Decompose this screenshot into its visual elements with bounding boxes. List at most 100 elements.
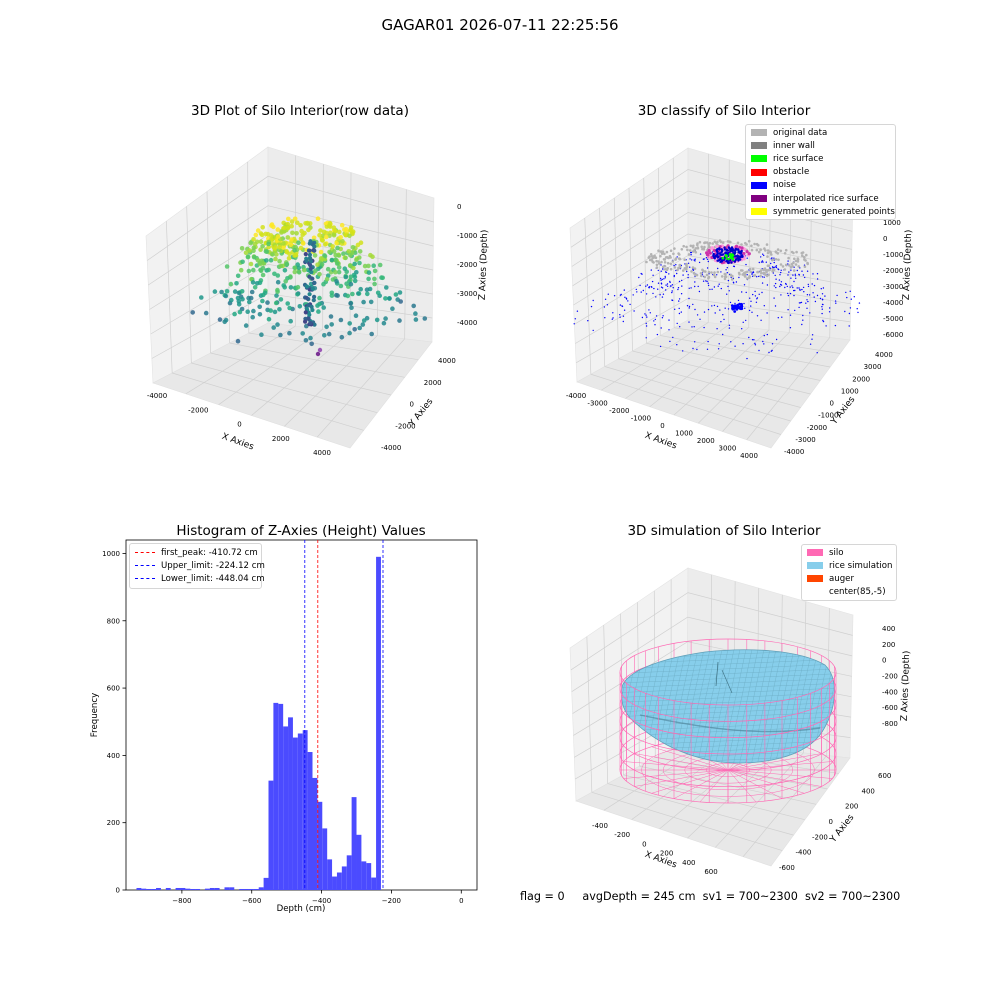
histogram-bar: [204, 888, 210, 890]
legend-entry: rice simulation: [802, 559, 896, 572]
noise-point: [792, 286, 794, 289]
flag-text: flag = 0: [520, 890, 565, 903]
original-point: [792, 251, 795, 255]
noise-point: [716, 250, 719, 254]
noise-point: [587, 320, 589, 322]
plot4-ticks: -400-20002004006006004002000-200-400-600…: [592, 625, 898, 876]
noise-point: [801, 288, 803, 291]
data-point: [365, 291, 370, 297]
histogram-title: Histogram of Z-Axies (Height) Values: [176, 523, 426, 539]
noise-point: [659, 277, 662, 280]
wall-grid-line: [572, 212, 852, 287]
noise-point: [740, 304, 744, 308]
z-tick-label: -200: [882, 673, 898, 681]
noise-point: [805, 302, 807, 304]
y-tick-label: 600: [878, 772, 891, 780]
interpolated-point: [710, 246, 714, 250]
original-point: [677, 257, 681, 260]
data-point: [352, 261, 358, 267]
noise-point: [717, 348, 720, 350]
legend-swatch: [751, 181, 767, 189]
noise-point: [660, 279, 662, 281]
original-point: [673, 266, 677, 269]
silo-floor-spoke: [634, 769, 729, 787]
data-point: [281, 229, 287, 234]
data-point: [275, 289, 280, 295]
data-point: [305, 220, 310, 226]
noise-point: [682, 274, 684, 276]
noise-point: [723, 318, 725, 321]
noise-point: [686, 270, 688, 273]
y-tick-label: 200: [107, 819, 120, 827]
data-point: [251, 237, 256, 242]
noise-point: [716, 248, 719, 251]
original-point: [700, 245, 703, 249]
data-point: [310, 276, 315, 281]
noise-point: [727, 308, 730, 310]
noise-point: [713, 257, 716, 260]
plot4-legend: silo rice simulation auger center(85,-5): [801, 544, 897, 601]
data-point: [357, 249, 363, 254]
noise-point: [754, 290, 756, 293]
noise-point: [645, 293, 648, 295]
noise-point: [734, 247, 737, 251]
floor-grid-line: [673, 329, 770, 416]
y-tick-label: -600: [779, 864, 795, 872]
original-point: [757, 270, 760, 274]
data-point: [309, 341, 315, 347]
noise-point: [798, 302, 801, 304]
noise-point: [660, 270, 662, 272]
noise-point: [726, 293, 728, 295]
noise-point: [688, 307, 690, 309]
histogram-bar: [141, 888, 147, 890]
noise-point: [771, 266, 774, 268]
original-point: [648, 258, 652, 262]
noise-point: [707, 340, 709, 343]
original-point: [783, 252, 787, 255]
plot2-zlabel: Z Axies (Depth): [902, 230, 914, 301]
data-point: [331, 249, 337, 254]
original-point: [677, 252, 680, 255]
data-point: [366, 276, 371, 282]
noise-point: [652, 292, 654, 295]
legend-label: auger: [829, 573, 854, 584]
silo-floor-spoke: [727, 761, 833, 771]
data-point: [308, 259, 313, 264]
original-point: [660, 252, 664, 255]
noise-point: [763, 334, 765, 337]
noise-point: [798, 306, 800, 309]
legend-entry: interpolated rice surface: [746, 192, 895, 205]
y-tick-label: -1000: [818, 412, 838, 420]
original-point: [762, 268, 765, 272]
noise-point: [676, 322, 678, 325]
original-point: [654, 256, 658, 260]
silo-floor-spoke: [727, 769, 805, 794]
noise-point: [807, 285, 810, 288]
noise-point: [811, 338, 813, 340]
noise-point: [728, 290, 730, 292]
original-point: [682, 244, 685, 248]
legend-label: center(85,-5): [829, 587, 886, 598]
data-point: [203, 310, 209, 316]
noise-point: [733, 282, 735, 284]
noise-point: [691, 259, 693, 261]
original-point: [682, 269, 685, 272]
data-point: [252, 285, 258, 290]
data-point: [304, 284, 310, 289]
noise-point: [661, 296, 664, 298]
noise-point: [774, 305, 777, 307]
interpolated-point: [705, 253, 710, 257]
noise-point: [697, 285, 699, 288]
interpolated-point: [734, 244, 739, 248]
z-tick-label: -4000: [883, 299, 903, 307]
noise-point: [639, 284, 641, 287]
noise-point: [716, 305, 719, 308]
data-point: [304, 306, 309, 311]
original-point: [663, 268, 667, 271]
noise-point: [642, 289, 644, 292]
x-tick-label: −800: [172, 897, 191, 905]
noise-point: [775, 266, 777, 268]
data-point: [317, 295, 322, 301]
original-point: [713, 275, 717, 279]
original-point: [731, 274, 734, 278]
